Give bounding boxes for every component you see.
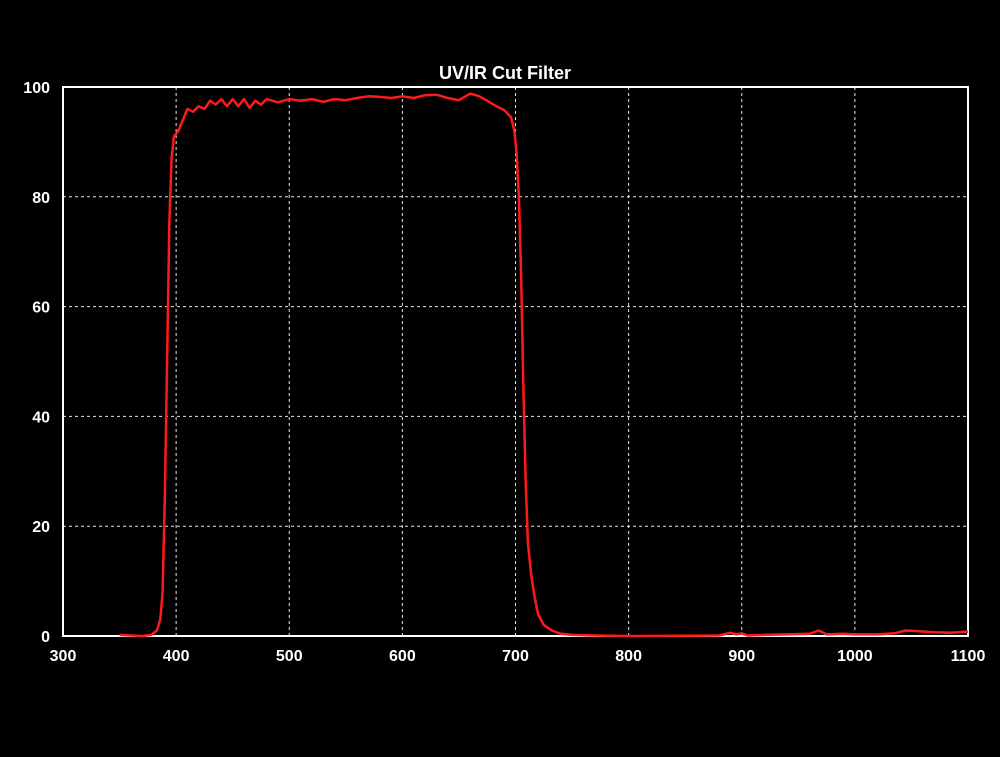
series-line: [119, 92, 969, 638]
x-tick-label: 600: [389, 648, 416, 665]
x-tick-label: 1000: [837, 648, 873, 665]
x-tick-label: 1100: [951, 648, 986, 665]
x-tick-label: 900: [728, 648, 755, 665]
grid-lines: [63, 87, 968, 636]
x-tick-label: 500: [276, 648, 303, 665]
y-tick-label: 60: [32, 300, 50, 317]
y-tick-label: 20: [32, 519, 50, 536]
chart-title: UV/IR Cut Filter: [439, 63, 571, 83]
tick-labels: 300 400 500 600 700 800 900 1000 1100 0 20 40 60 80 10…: [23, 80, 985, 665]
y-tick-label: 100: [23, 80, 50, 97]
y-tick-label: 0: [41, 629, 50, 646]
y-tick-label: 40: [32, 409, 50, 426]
x-tick-label: 400: [163, 648, 190, 665]
x-tick-label: 800: [615, 648, 642, 665]
y-tick-label: 80: [32, 190, 50, 207]
plot-frame: [62, 86, 969, 637]
x-tick-label: 700: [502, 648, 529, 665]
x-tick-label: 300: [50, 648, 77, 665]
